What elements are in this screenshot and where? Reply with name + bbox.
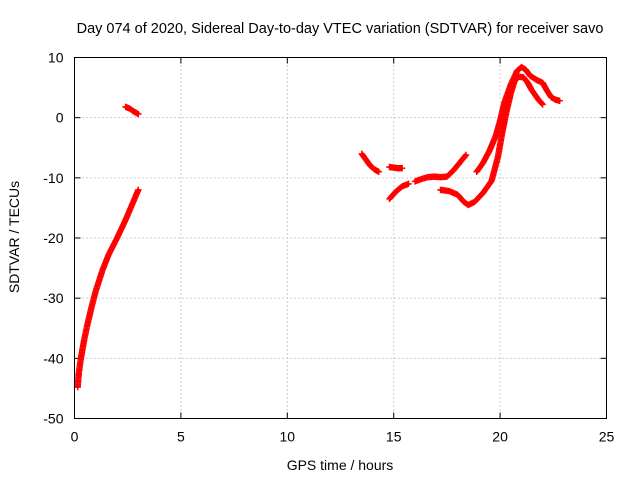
data-point bbox=[135, 110, 142, 118]
data-point bbox=[462, 152, 469, 160]
data-point bbox=[405, 180, 412, 188]
x-axis-label: GPS time / hours bbox=[287, 457, 394, 473]
data-point bbox=[135, 186, 142, 194]
x-tick-label: 25 bbox=[599, 429, 615, 445]
chart-title: Day 074 of 2020, Sidereal Day-to-day VTE… bbox=[77, 21, 604, 37]
data-point bbox=[539, 101, 546, 108]
y-axis-label: SDTVAR / TECUs bbox=[6, 181, 22, 293]
data-point bbox=[375, 168, 383, 176]
y-tick-label: -10 bbox=[43, 170, 63, 186]
x-tick-label: 20 bbox=[492, 429, 508, 445]
y-tick-label: -50 bbox=[43, 411, 63, 427]
x-tick-label: 15 bbox=[386, 429, 402, 445]
y-tick-label: -40 bbox=[43, 350, 63, 366]
y-tick-label: -30 bbox=[43, 290, 63, 306]
data-point bbox=[556, 97, 563, 105]
x-tick-label: 10 bbox=[280, 429, 296, 445]
data-point bbox=[462, 151, 470, 159]
data-point bbox=[399, 165, 406, 172]
plot-frame bbox=[74, 57, 607, 419]
data-points bbox=[74, 63, 563, 391]
y-tick-label: 10 bbox=[48, 50, 64, 66]
y-tick-label: -20 bbox=[43, 230, 63, 246]
data-point bbox=[538, 100, 546, 107]
x-tick-label: 0 bbox=[71, 429, 79, 445]
y-tick-label: 0 bbox=[56, 110, 64, 126]
x-tick-label: 5 bbox=[177, 429, 185, 445]
